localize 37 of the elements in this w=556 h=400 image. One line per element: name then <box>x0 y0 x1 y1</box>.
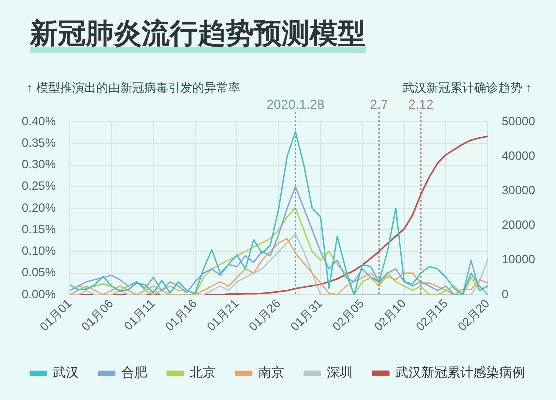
ref-line-label: 2.12 <box>408 97 434 112</box>
x-tick-label: 01月31 <box>288 296 326 334</box>
legend-label: 武汉 <box>53 365 79 380</box>
y-tick-label: 0.00% <box>22 287 56 302</box>
legend-label: 武汉新冠累计感染病例 <box>396 365 526 380</box>
x-tick-label: 02月10 <box>372 296 410 334</box>
y-tick-label: 0.05% <box>22 266 56 280</box>
y2-tick-label: 30000 <box>502 184 536 198</box>
y-tick-label: 0.35% <box>22 136 56 150</box>
y-tick-label: 0.10% <box>22 244 56 258</box>
x-tick-label: 01月16 <box>162 296 200 334</box>
x-tick-label: 01月21 <box>204 296 242 334</box>
y-tick-label: 0.20% <box>22 200 56 215</box>
y-tick-label: 0.40% <box>22 114 56 128</box>
y-axis-title: ↑ 模型推演出的由新冠病毒引发的异常率 <box>27 80 240 97</box>
y2-tick-label: 0 <box>502 287 509 302</box>
y2-tick-label: 20000 <box>502 218 536 232</box>
legend-label: 合肥 <box>122 365 148 380</box>
x-tick-label: 02月15 <box>413 296 451 334</box>
x-tick-label: 01月06 <box>78 296 116 334</box>
ref-line-label: 2.7 <box>370 97 388 112</box>
legend-label: 北京 <box>190 365 216 380</box>
y-tick-label: 0.25% <box>22 179 56 194</box>
y-tick-label: 0.15% <box>22 222 56 236</box>
x-tick-label: 01月26 <box>246 296 284 334</box>
x-tick-label: 02月05 <box>330 296 368 334</box>
y2-tick-label: 10000 <box>502 252 536 267</box>
x-tick-label: 01月11 <box>121 296 158 334</box>
legend-label: 深圳 <box>327 365 353 380</box>
chart-title: 新冠肺炎流行趋势预测模型 <box>30 17 366 51</box>
y-tick-label: 0.30% <box>22 158 56 172</box>
y2-axis-title: 武汉新冠累计确诊趋势 ↑ <box>402 80 532 97</box>
y2-tick-label: 50000 <box>502 114 536 128</box>
legend-label: 南京 <box>258 365 284 380</box>
x-tick-label: 02月20 <box>455 296 493 334</box>
ref-line-label: 2020.1.28 <box>266 97 325 112</box>
y2-tick-label: 40000 <box>502 148 536 163</box>
